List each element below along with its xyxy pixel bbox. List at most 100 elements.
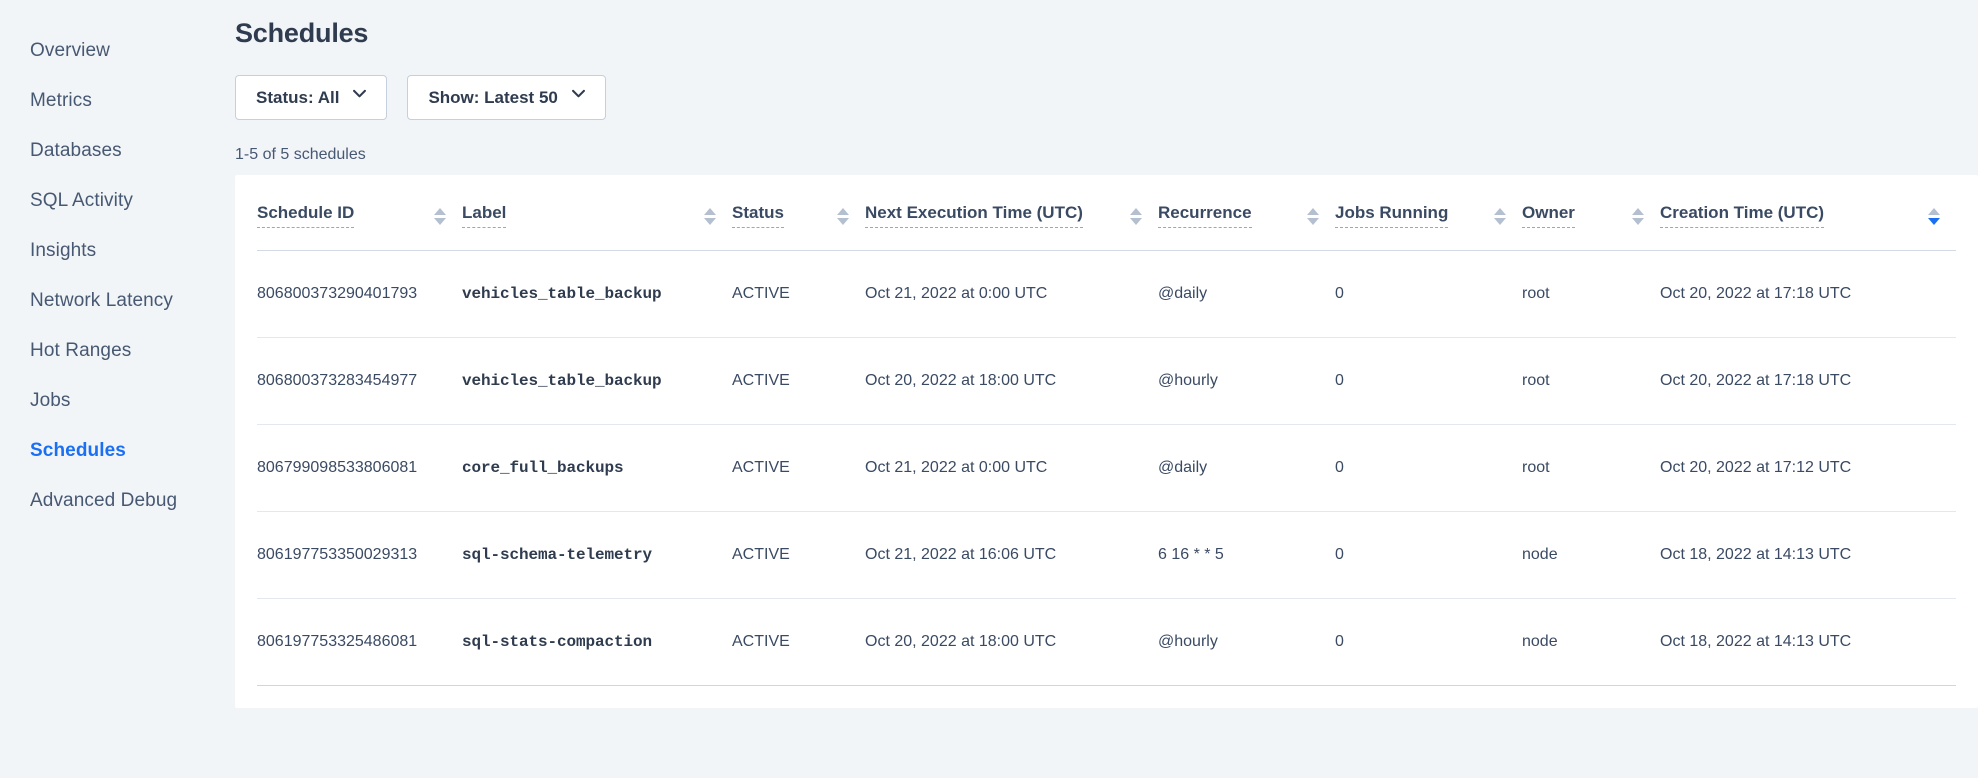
cell-label-text[interactable]: sql-stats-compaction [462,633,653,651]
sort-toggle-recurrence-icon[interactable] [1307,208,1319,228]
column-header-label[interactable]: Schedule ID [257,203,355,228]
show-filter[interactable]: Show: Latest 50 [407,75,606,120]
column-header-label[interactable]: Jobs Running [1335,203,1449,228]
status-filter-label: Status: All [256,87,340,107]
column-header-creation-time-utc[interactable]: Creation Time (UTC) [1660,175,1956,251]
cell-status: ACTIVE [732,424,865,512]
table-row[interactable]: 806800373283454977 vehicles_table_backup A… [257,337,1956,425]
column-header-label[interactable]: Creation Time (UTC) [1660,203,1825,228]
cell-recurrence-text: 6 16 * * 5 [1158,546,1224,563]
sort-toggle-owner-icon[interactable] [1632,208,1644,228]
column-header-label[interactable]: Label [462,203,507,228]
column-header-next-execution-time-utc[interactable]: Next Execution Time (UTC) [865,175,1158,251]
column-header-owner[interactable]: Owner [1522,175,1660,251]
sidebar-item-schedules[interactable]: Schedules [30,440,126,461]
sidebar-item-databases[interactable]: Databases [30,140,122,161]
table-body: 806800373290401793 vehicles_table_backup A… [257,250,1956,686]
cell-recurrence-text: @hourly [1158,372,1218,389]
sort-descending-icon [1632,218,1644,225]
column-header-label[interactable]: Owner [1522,203,1575,228]
cell-creation-time-text: Oct 20, 2022 at 17:18 UTC [1660,372,1852,389]
sort-ascending-icon [1494,208,1506,215]
sort-toggle-next-execution-time-utc-icon[interactable] [1130,208,1142,228]
sidebar-item-advanced-debug[interactable]: Advanced Debug [30,490,178,511]
cell-creation-time: Oct 18, 2022 at 14:13 UTC [1660,598,1956,686]
cell-recurrence: @daily [1158,424,1335,512]
cell-status-text: ACTIVE [732,546,790,563]
cell-label: vehicles_table_backup [462,250,732,338]
table-row[interactable]: 806197753325486081 sql-stats-compaction AC… [257,598,1956,686]
cell-jobs-running-text: 0 [1335,459,1344,476]
cell-next-execution: Oct 21, 2022 at 16:06 UTC [865,511,1158,599]
column-header-label[interactable]: Next Execution Time (UTC) [865,203,1083,228]
sidebar-item-insights[interactable]: Insights [30,240,97,261]
cell-schedule-id-text[interactable]: 806799098533806081 [257,459,418,476]
cell-label-text[interactable]: vehicles_table_backup [462,372,662,390]
column-header-label[interactable]: Status [732,203,784,228]
cell-owner: root [1522,337,1660,425]
sort-ascending-icon [434,208,446,215]
cell-owner: node [1522,511,1660,599]
column-header-inner: Label [462,203,732,228]
sort-ascending-icon [1130,208,1142,215]
cell-label: sql-stats-compaction [462,598,732,686]
filter-bar: Status: All Show: Latest 50 [235,75,1978,120]
sidebar-item-overview[interactable]: Overview [30,40,110,61]
column-header-schedule-id[interactable]: Schedule ID [257,175,462,251]
cell-schedule-id: 806800373290401793 [257,250,462,338]
status-filter[interactable]: Status: All [235,75,388,120]
cell-schedule-id-text[interactable]: 806197753325486081 [257,633,418,650]
cell-recurrence-text: @daily [1158,285,1208,302]
main-content: Schedules Status: All Show: Latest 50 1-5… [235,0,1978,778]
cell-jobs-running-text: 0 [1335,372,1344,389]
sort-toggle-status-icon[interactable] [837,208,849,228]
column-header-recurrence[interactable]: Recurrence [1158,175,1335,251]
sort-toggle-creation-time-utc-icon[interactable] [1928,208,1940,228]
sidebar-item-jobs[interactable]: Jobs [30,390,71,411]
sidebar-nav: Overview Metrics Databases SQL Activity Insi… [0,0,235,778]
table-row[interactable]: 806800373290401793 vehicles_table_backup A… [257,250,1956,338]
sort-toggle-schedule-id-icon[interactable] [434,208,446,228]
table-head: Schedule ID Label Status Next Execution Tim… [257,175,1956,251]
cell-label: vehicles_table_backup [462,337,732,425]
cell-creation-time-text: Oct 20, 2022 at 17:18 UTC [1660,285,1852,302]
column-header-label[interactable]: Label [462,175,732,251]
cell-schedule-id-text[interactable]: 806197753350029313 [257,546,418,563]
sort-toggle-label-icon[interactable] [704,208,716,228]
column-header-status[interactable]: Status [732,175,865,251]
cell-schedule-id-text[interactable]: 806800373283454977 [257,372,418,389]
table-row[interactable]: 806197753350029313 sql-schema-telemetry AC… [257,511,1956,599]
table-card-footer [257,686,1956,708]
cell-recurrence: @hourly [1158,598,1335,686]
cell-schedule-id-text[interactable]: 806800373290401793 [257,285,418,302]
cell-creation-time-text: Oct 18, 2022 at 14:13 UTC [1660,633,1852,650]
sidebar-item-sql-activity[interactable]: SQL Activity [30,190,133,211]
sidebar-item-hot-ranges[interactable]: Hot Ranges [30,340,132,361]
cell-recurrence: 6 16 * * 5 [1158,511,1335,599]
cell-owner-text: node [1522,633,1558,650]
column-header-label[interactable]: Recurrence [1158,203,1252,228]
sort-ascending-icon [837,208,849,215]
column-header-inner: Jobs Running [1335,203,1522,228]
cell-label-text[interactable]: vehicles_table_backup [462,285,662,303]
cell-label-text[interactable]: core_full_backups [462,459,624,477]
cell-status-text: ACTIVE [732,372,790,389]
cell-schedule-id: 806197753350029313 [257,511,462,599]
column-header-inner: Owner [1522,203,1660,228]
sort-descending-icon [704,218,716,225]
cell-next-execution: Oct 21, 2022 at 0:00 UTC [865,424,1158,512]
cell-label-text[interactable]: sql-schema-telemetry [462,546,653,564]
cell-next-execution-text: Oct 20, 2022 at 18:00 UTC [865,633,1057,650]
cell-owner-text: root [1522,372,1550,389]
cell-creation-time: Oct 20, 2022 at 17:18 UTC [1660,250,1956,338]
cell-schedule-id: 806197753325486081 [257,598,462,686]
sidebar-item-network-latency[interactable]: Network Latency [30,290,174,311]
table-row[interactable]: 806799098533806081 core_full_backups ACTIV… [257,424,1956,512]
sort-toggle-jobs-running-icon[interactable] [1494,208,1506,228]
column-header-jobs-running[interactable]: Jobs Running [1335,175,1522,251]
cell-jobs-running-text: 0 [1335,633,1344,650]
cell-next-execution: Oct 21, 2022 at 0:00 UTC [865,250,1158,338]
sort-ascending-icon [1307,208,1319,215]
sidebar-item-metrics[interactable]: Metrics [30,90,92,111]
